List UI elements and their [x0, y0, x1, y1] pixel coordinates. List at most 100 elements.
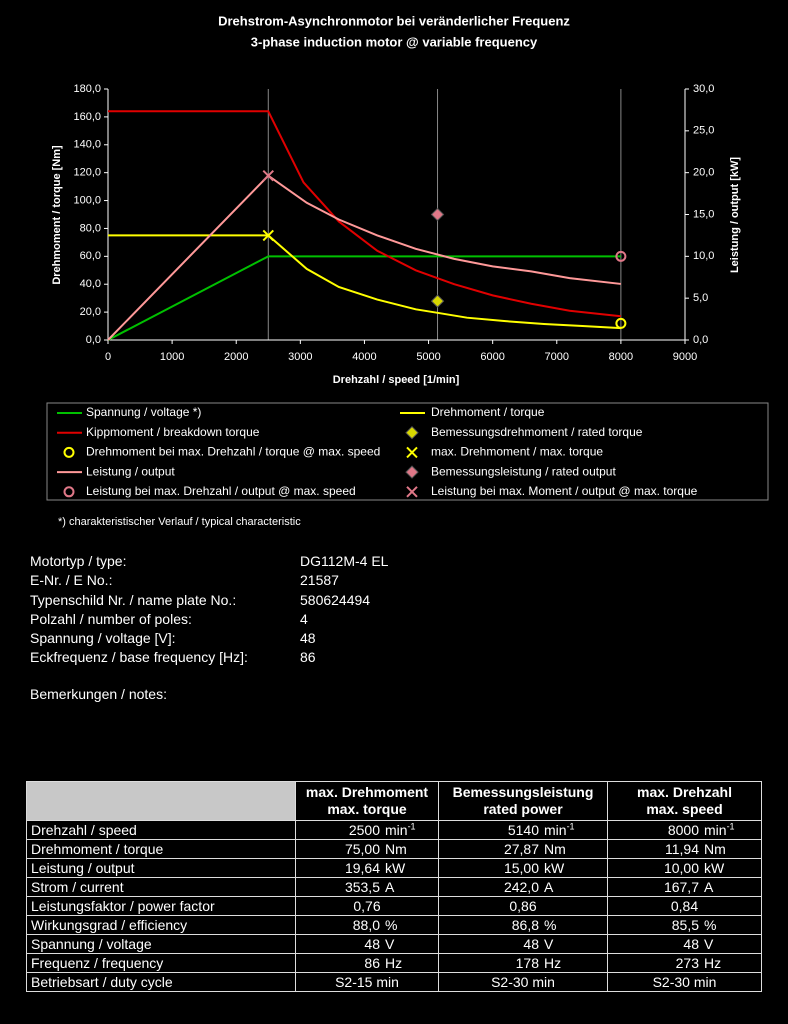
table-cell: 48 V: [295, 934, 439, 954]
y-tick-label: 100,0: [73, 194, 101, 206]
data-line: [108, 110, 621, 318]
info-row: Polzahl / number of poles: 4: [30, 610, 308, 629]
cell-value: 19,64: [344, 860, 380, 876]
chart-subtitle: 3-phase induction motor @ variable frequ…: [251, 34, 538, 49]
header-cell: Bemessungsleistung rated power: [438, 781, 608, 821]
cell-value: 86,8: [511, 917, 539, 933]
y2-tick-label: 5,0: [693, 292, 708, 304]
data-line: [107, 255, 621, 341]
x-tick-label: 1000: [160, 351, 184, 363]
info-value: DG112M-4 EL: [300, 553, 389, 569]
table-row: Frequenz / frequency 86 Hz 178 Hz 273 Hz: [26, 953, 762, 973]
y-tick-label: 160,0: [73, 111, 101, 123]
x-tick-label: 5000: [416, 351, 440, 363]
info-value: 48: [300, 630, 316, 647]
y-tick-label: 120,0: [73, 167, 101, 179]
y-axis-label: Drehmoment / torque [Nm]: [51, 145, 63, 285]
cell-value: 8000: [667, 822, 699, 838]
data-point: [615, 250, 627, 262]
notes: Bemerkungen / notes:: [30, 686, 167, 702]
legend-label: max. Drehmoment / max. torque: [431, 445, 603, 459]
cell-value: 5140: [507, 822, 539, 838]
table-cell: 86 Hz: [295, 953, 439, 973]
table-cell: 8000 min-1: [607, 820, 762, 840]
legend-symbol: [405, 465, 419, 479]
header-line: rated power: [483, 801, 563, 817]
legend-label: Kippmoment / breakdown torque: [86, 425, 260, 439]
cell-value: 48: [364, 936, 380, 952]
cell-unit: Nm: [704, 841, 726, 857]
row-label: Strom / current: [26, 877, 296, 897]
legend-label: Leistung bei max. Drehzahl / output @ ma…: [86, 484, 356, 498]
table-row: Wirkungsgrad / efficiency 88,0% 86,8% 85,5%: [26, 915, 762, 935]
chart: Drehstrom-Asynchronmotor bei veränderlic…: [46, 13, 769, 528]
cell-value: 10,00: [663, 860, 699, 876]
table-cell: 48 V: [607, 934, 762, 954]
table-cell: 167,7 A: [607, 877, 762, 897]
cell-value: 353,5: [344, 879, 380, 895]
cell-value: 85,5: [671, 917, 699, 933]
legend-label: Bemessungsleistung / rated output: [431, 464, 616, 478]
header-cell: [26, 781, 296, 821]
table-cell: S2-30 min: [438, 972, 608, 992]
info-value: 86: [300, 649, 316, 666]
table-cell: 353,5 A: [295, 877, 439, 897]
table-cell: S2-30 min: [607, 972, 762, 992]
table-cell: 242,0 A: [438, 877, 608, 897]
cell-value: 0,84: [670, 898, 699, 914]
header-row: max. Drehmoment max. torque Bemessungsleis…: [26, 781, 762, 821]
row-label: Betriebsart / duty cycle: [26, 972, 296, 992]
table-cell: 19,64 kW: [295, 858, 439, 878]
cell-unit: A: [544, 879, 554, 895]
legend-label: Bemessungsdrehmoment / rated torque: [431, 425, 643, 439]
table-row: Drehmoment / torque 75,00 Nm 27,87 Nm 11,94 Nm: [26, 839, 762, 859]
y-tick-label: 140,0: [73, 139, 101, 151]
table-cell: 178 Hz: [438, 953, 608, 973]
table-row: Leistung / output 19,64 kW 15,00 kW 10,00 kW: [26, 858, 762, 878]
y-tick-label: 0,0: [86, 334, 101, 346]
table-cell: 2500 min-1: [295, 820, 439, 840]
x-tick-label: 0: [105, 351, 111, 363]
info-label: Eckfrequenz / base frequency [Hz]:: [30, 649, 248, 666]
cell-unit: Nm: [385, 841, 407, 857]
table-cell: 0,84: [607, 896, 762, 916]
cell-unit: A: [385, 879, 395, 895]
table-cell: S2-15 min: [295, 972, 439, 992]
cell-value: 75,00: [344, 841, 380, 857]
motor-info: Motortyp / type: DG112M-4 EL E-Nr. / E No.…: [30, 552, 388, 668]
cell-unit: Hz: [544, 955, 562, 971]
legend-symbol: [406, 446, 418, 459]
info-label: Spannung / voltage [V]:: [30, 630, 176, 647]
header-line: max. torque: [327, 801, 407, 817]
info-label: Polzahl / number of poles:: [30, 610, 192, 627]
row-label: Wirkungsgrad / efficiency: [26, 915, 296, 935]
info-value: 4: [300, 610, 308, 627]
data-point: [430, 294, 445, 308]
cell-unit: kW: [704, 860, 725, 876]
table-cell: 0,76: [295, 896, 439, 916]
cell-unit: V: [544, 936, 554, 952]
footnote: *) charakteristischer Verlauf / typical …: [58, 516, 301, 528]
info-value: 21587: [300, 572, 339, 589]
x-tick-label: 8000: [609, 351, 633, 363]
cell-value: 48: [683, 936, 699, 952]
row-label: Frequenz / frequency: [26, 953, 296, 973]
x-tick-label: 7000: [545, 351, 569, 363]
cell-unit: V: [704, 936, 714, 952]
header-cell: max. Drehmoment max. torque: [295, 781, 439, 821]
table-row: Leistungsfaktor / power factor 0,76 0,86 0,…: [26, 896, 762, 916]
table-cell: 86,8%: [438, 915, 608, 935]
cell-value: 11,94: [665, 841, 699, 857]
table-cell: 27,87 Nm: [438, 839, 608, 859]
cell-value: S2-30 min: [491, 974, 555, 990]
cell-value: 167,7: [663, 879, 699, 895]
header-cell: max. Drehzahl max. speed: [607, 781, 762, 821]
data-point: [262, 229, 274, 242]
cell-unit: Hz: [385, 955, 403, 971]
cell-unit: V: [385, 936, 395, 952]
legend-label: Leistung / output: [86, 464, 175, 478]
legend-box: [46, 402, 769, 501]
x-tick-label: 6000: [480, 351, 504, 363]
header-line: Bemessungsleistung: [452, 784, 594, 800]
cell-value: 178: [515, 955, 539, 971]
